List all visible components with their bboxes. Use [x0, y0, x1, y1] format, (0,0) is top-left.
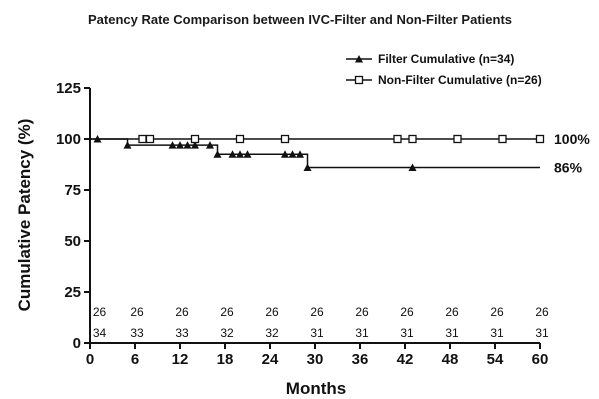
- risk-count: 31: [310, 326, 324, 340]
- censor-markers: [93, 134, 545, 172]
- nonfilter-square-marker: [453, 134, 462, 144]
- filter-triangle-marker: [183, 141, 192, 149]
- risk-count: 31: [355, 326, 369, 340]
- nonfilter-square-marker: [280, 134, 290, 144]
- x-tick-label: 0: [86, 351, 94, 368]
- end-labels: 86% 100%: [554, 131, 590, 176]
- risk-count: 26: [130, 305, 144, 319]
- risk-count: 32: [265, 326, 279, 340]
- x-tick-label: 6: [131, 351, 139, 368]
- nonfilter-square-marker: [535, 134, 545, 144]
- risk-count: 31: [490, 326, 504, 340]
- legend-entry-label: Non-Filter Cumulative (n=26): [378, 73, 542, 87]
- nonfilter-square-marker: [498, 134, 507, 144]
- nonfilter-square-marker: [138, 134, 147, 144]
- filter-triangle-marker: [213, 150, 222, 158]
- filter-triangle-marker: [123, 141, 132, 149]
- filter-triangle-marker: [243, 150, 252, 158]
- filter-triangle-marker: [288, 150, 297, 158]
- risk-count: 26: [355, 305, 369, 319]
- axis-ticks: 0 25 50 75 100 125 0 6 12 18 24 30 36 42 48 54 60: [56, 80, 548, 368]
- x-tick-label: 54: [487, 351, 504, 368]
- legend: Filter Cumulative (n=34) Non-Filter Cumul…: [346, 52, 542, 87]
- risk-count: 33: [175, 326, 189, 340]
- y-axis-label: Cumulative Patency (%): [15, 119, 34, 312]
- filter-triangle-marker: [206, 141, 214, 149]
- x-tick-label: 30: [307, 351, 324, 368]
- risk-count: 26: [175, 305, 189, 319]
- nonfilter-square-marker: [145, 134, 155, 144]
- filter-triangle-marker: [281, 150, 289, 158]
- risk-count: 34: [93, 326, 107, 340]
- x-tick-label: 60: [532, 351, 549, 368]
- x-tick-label: 24: [262, 351, 279, 368]
- filter-triangle-marker: [228, 150, 237, 158]
- risk-count: 26: [93, 305, 107, 319]
- filter-triangle-marker: [303, 163, 312, 172]
- series-line-1: [90, 138, 540, 169]
- risk-count: 26: [220, 305, 234, 319]
- risk-count: 26: [490, 305, 504, 319]
- nonfilter-square-marker: [408, 134, 417, 144]
- risk-count: 26: [265, 305, 279, 319]
- risk-count: 26: [535, 305, 549, 319]
- y-tick-label: 25: [64, 284, 81, 301]
- y-tick-label: 75: [64, 182, 81, 199]
- nonfilter-square-marker: [235, 134, 245, 144]
- legend-square-marker: [354, 75, 364, 85]
- legend-entry-label: Filter Cumulative (n=34): [378, 52, 514, 66]
- x-tick-label: 48: [442, 351, 459, 368]
- filter-triangle-marker: [176, 141, 184, 149]
- y-tick-label: 50: [64, 233, 81, 250]
- x-tick-label: 36: [352, 351, 369, 368]
- y-tick-label: 100: [56, 131, 81, 148]
- filter-triangle-marker: [296, 150, 304, 158]
- y-tick-label: 0: [73, 335, 81, 352]
- x-tick-label: 18: [217, 351, 234, 368]
- series-lines: [90, 138, 540, 169]
- risk-table: 26 26 26 26 26 26 26 26 26 26 26 34 33 33 32 32 31 31 31 31…: [93, 305, 549, 340]
- x-tick-label: 12: [172, 351, 189, 368]
- filter-triangle-marker: [191, 141, 199, 149]
- end-label-1: 86%: [554, 160, 583, 176]
- legend-triangle-marker: [355, 55, 363, 63]
- nonfilter-square-marker: [393, 134, 402, 144]
- risk-count: 31: [400, 326, 414, 340]
- x-tick-label: 42: [397, 351, 414, 368]
- risk-count: 32: [220, 326, 234, 340]
- risk-count: 26: [445, 305, 459, 319]
- risk-count: 26: [400, 305, 414, 319]
- risk-count: 31: [535, 326, 549, 340]
- filter-triangle-marker: [236, 150, 244, 158]
- nonfilter-square-marker: [190, 134, 200, 144]
- filter-triangle-marker: [168, 141, 177, 149]
- end-label-2: 100%: [554, 131, 590, 147]
- risk-count: 31: [445, 326, 459, 340]
- x-axis-label: Months: [286, 379, 346, 398]
- y-tick-label: 125: [56, 80, 81, 97]
- filter-triangle-marker: [408, 163, 417, 172]
- filter-triangle-marker: [93, 135, 102, 143]
- risk-count: 26: [310, 305, 324, 319]
- chart-title: Patency Rate Comparison between IVC-Filt…: [88, 12, 512, 27]
- risk-count: 33: [130, 326, 144, 340]
